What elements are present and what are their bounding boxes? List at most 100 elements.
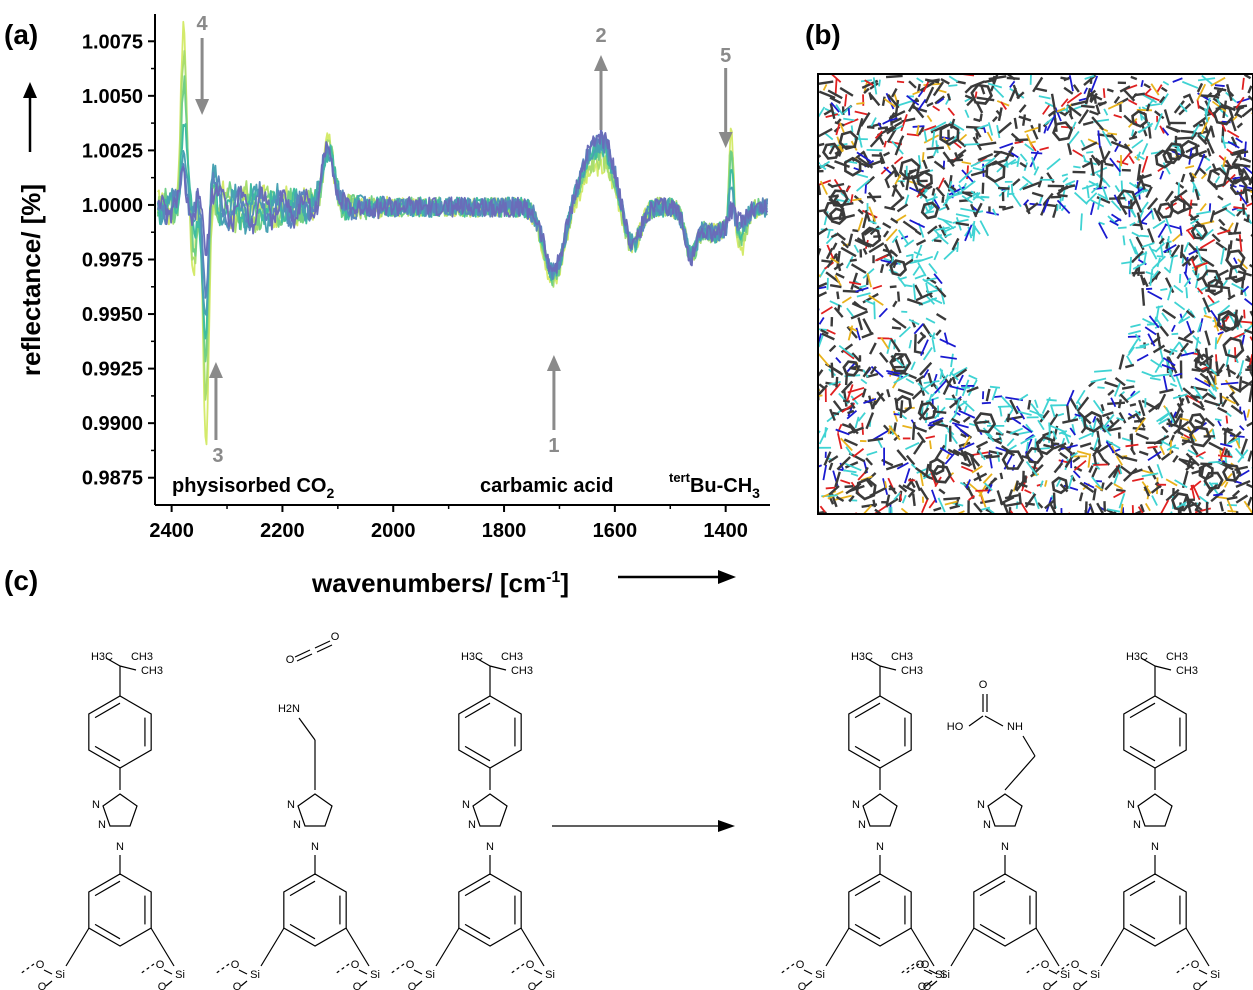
oxygen-label: O	[36, 959, 45, 971]
bond	[932, 81, 945, 97]
bond	[912, 264, 921, 276]
bond	[1004, 755, 1036, 791]
bond	[927, 289, 939, 294]
bond	[977, 152, 994, 162]
bond	[1117, 399, 1122, 409]
bond	[1029, 150, 1039, 168]
bond	[1068, 130, 1080, 145]
bond	[1141, 481, 1152, 495]
bond	[1233, 257, 1238, 265]
bond	[1066, 103, 1082, 117]
bond	[855, 172, 869, 179]
dashed-bond	[509, 963, 525, 975]
bond	[940, 421, 955, 436]
bond	[984, 482, 993, 492]
tbu-h3c: H3C	[851, 651, 873, 663]
bond	[1141, 124, 1148, 137]
bond	[818, 328, 828, 331]
bond	[1136, 353, 1149, 362]
bond	[1046, 114, 1056, 132]
bond	[1162, 357, 1176, 367]
bond	[1176, 189, 1188, 199]
bond	[1059, 483, 1069, 493]
silicon-label: Si	[425, 969, 435, 981]
aromatic-ring	[1216, 309, 1238, 333]
bond	[838, 344, 855, 358]
bond	[854, 416, 860, 429]
bond	[885, 74, 903, 79]
bond	[854, 110, 869, 116]
bond	[1180, 351, 1195, 357]
bond	[897, 276, 907, 288]
bond	[1147, 445, 1158, 449]
bond	[850, 125, 854, 133]
bond	[1074, 179, 1079, 191]
bond	[930, 121, 947, 132]
bond	[968, 374, 978, 381]
dashed-bond	[779, 963, 795, 975]
bond	[1106, 88, 1114, 93]
bond	[1192, 116, 1208, 128]
bond	[825, 486, 836, 490]
bond	[1067, 475, 1074, 489]
bond	[1128, 338, 1139, 354]
aromatic-ring	[855, 477, 877, 501]
dashed-bond	[334, 963, 350, 975]
bond	[1030, 403, 1040, 414]
bond	[916, 77, 924, 83]
bond	[1131, 231, 1141, 238]
double-bond	[289, 923, 316, 940]
bond	[985, 454, 1000, 459]
bond	[867, 191, 877, 203]
bond	[1130, 189, 1145, 202]
bond	[933, 273, 943, 285]
bond	[1089, 201, 1095, 216]
bond	[917, 98, 927, 111]
bond	[1046, 157, 1061, 171]
bond	[933, 506, 942, 512]
bond	[820, 328, 829, 335]
dashed-bond	[904, 963, 920, 975]
aromatic-ring	[1171, 492, 1192, 512]
bond	[1242, 285, 1250, 293]
bond	[1010, 183, 1014, 194]
bond	[829, 103, 836, 120]
bond	[1139, 274, 1146, 286]
triazole-ring	[472, 793, 508, 827]
bond	[896, 203, 909, 213]
bond	[832, 400, 843, 413]
bond	[1073, 191, 1088, 205]
bond	[1176, 136, 1193, 140]
bond	[972, 166, 983, 172]
bond	[1138, 450, 1149, 456]
bond	[1119, 85, 1131, 93]
bond	[1143, 83, 1151, 89]
bond	[1164, 277, 1175, 294]
bond	[944, 451, 957, 465]
bond	[1196, 210, 1212, 216]
bond	[892, 300, 898, 308]
bond	[1195, 348, 1204, 361]
bond	[894, 99, 900, 118]
aromatic-ring	[928, 457, 945, 476]
bond	[861, 388, 867, 398]
bond	[938, 206, 947, 211]
bond	[1226, 364, 1231, 378]
bond	[1119, 393, 1129, 404]
bond	[958, 184, 964, 192]
bond	[1212, 207, 1228, 216]
bond	[958, 409, 976, 419]
bond	[905, 454, 916, 466]
bond	[834, 471, 841, 488]
bond	[1057, 193, 1068, 198]
bond	[1137, 416, 1146, 423]
bond	[914, 229, 922, 236]
bond	[891, 235, 899, 244]
bond	[1103, 459, 1111, 466]
bond	[1217, 406, 1228, 414]
bond	[1022, 181, 1040, 191]
bond	[1207, 392, 1217, 401]
bond	[927, 225, 938, 235]
bond	[1141, 472, 1159, 478]
bond	[1211, 429, 1216, 440]
